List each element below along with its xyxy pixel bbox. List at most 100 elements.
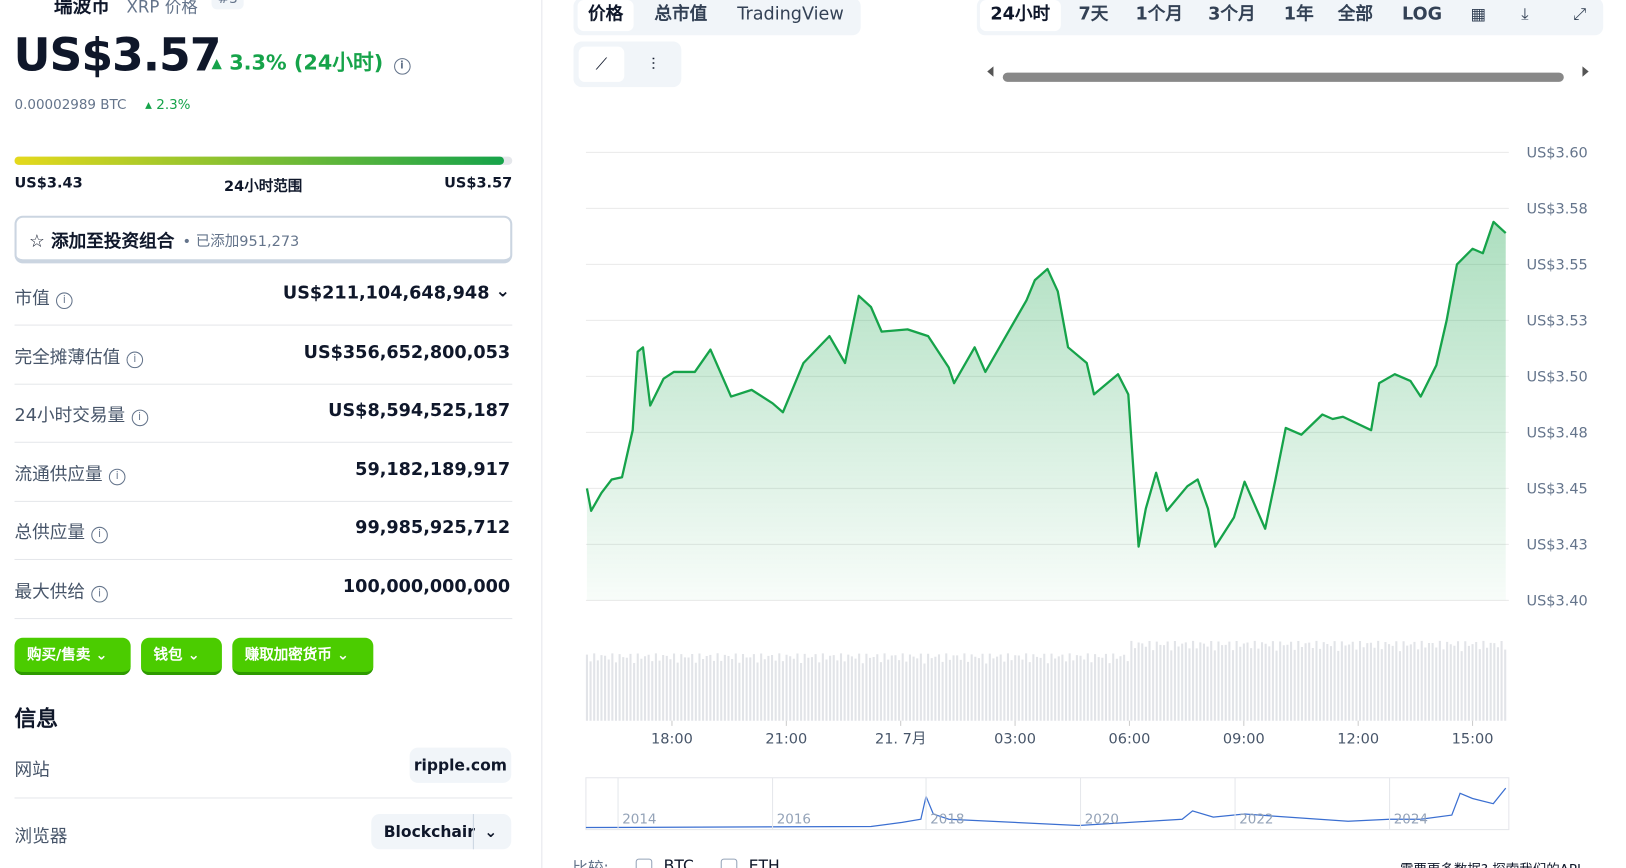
stat-label: 最大供给 i <box>15 576 108 602</box>
range-button[interactable]: 全部 <box>1337 4 1373 25</box>
info-icon: i <box>131 409 148 427</box>
y-tick-label: US$3.53 <box>1526 314 1587 330</box>
range-button[interactable]: 7天 <box>1078 4 1109 25</box>
range-button[interactable]: 3个月 <box>1208 4 1256 25</box>
scrollbar[interactable] <box>1002 72 1564 82</box>
portfolio-text: 添加至投资组合 <box>50 231 175 252</box>
navigator-year: 2014 <box>622 811 656 827</box>
info-icon: i <box>126 351 144 368</box>
x-tick-label: 03:00 <box>994 732 1036 748</box>
earn-label: 赚取加密货币 <box>244 647 332 664</box>
fullscreen-icon[interactable]: ⤢ <box>1573 4 1587 24</box>
stat-row: 24小时交易量 i US$8,594,525,187 <box>14 384 513 443</box>
expand-icon[interactable]: ⌄ <box>495 281 511 302</box>
navigator-year: 2022 <box>1239 811 1273 827</box>
compare-label: 比较: <box>572 858 609 868</box>
price-change: ▴ 3.3% (24小时) i <box>212 46 411 76</box>
navigator-year: 2020 <box>1085 811 1119 827</box>
info-title: 信息 <box>14 706 59 732</box>
explorer-text: Blockchair <box>383 822 475 842</box>
stat-label: 流通供应量 i <box>15 459 126 485</box>
stat-label: 市值 i <box>15 283 73 310</box>
volume-bars <box>585 640 1507 721</box>
portfolio-added-text: 已添加951,273 <box>195 233 300 250</box>
range-button[interactable]: 1年 <box>1283 4 1314 25</box>
chart: US$3.40 US$3.43 US$3.45 US$3.48 US$3.50 US$3.… <box>585 66 1589 831</box>
portfolio-added: • 已添加951,273 <box>182 233 300 250</box>
range-button[interactable]: LOG <box>1402 4 1443 25</box>
y-tick-label: US$3.45 <box>1526 482 1587 498</box>
website-link[interactable]: ripple.com <box>409 747 512 783</box>
rank: #3 <box>211 0 244 10</box>
tab[interactable]: TradingView <box>737 4 844 25</box>
api-link[interactable]: 需要更多数据? 探索我们的API <box>1400 859 1581 868</box>
explorer-label: 浏览器 <box>14 826 68 848</box>
back-arrow[interactable]: ⌃ <box>18 0 35 12</box>
eth-checkbox[interactable] <box>720 858 738 868</box>
navigator-year: 2024 <box>1394 811 1428 827</box>
price: US$3.57 <box>13 29 221 82</box>
btc-change-text: 2.3% <box>156 97 191 114</box>
x-tick-label: 12:00 <box>1337 732 1379 748</box>
navigator-year: 2018 <box>930 811 964 827</box>
range-button[interactable]: 24小时 <box>979 0 1061 32</box>
price-area <box>586 221 1506 601</box>
tab[interactable]: 总市值 <box>654 4 708 25</box>
y-tick-label: US$3.55 <box>1526 258 1587 274</box>
x-tick-label: 06:00 <box>1109 732 1151 748</box>
website-label: 网站 <box>14 760 50 781</box>
calendar-icon[interactable]: ▦ <box>1470 4 1487 24</box>
download-icon[interactable]: ⤓ <box>1521 4 1529 24</box>
x-tick-label: 21:00 <box>765 732 807 748</box>
btc-price: 0.00002989 BTC <box>14 97 127 114</box>
stat-value: 99,985,925,712 <box>355 517 511 539</box>
info-icon: i <box>91 585 108 602</box>
y-tick-label: US$3.58 <box>1526 202 1587 218</box>
range-track <box>14 156 513 165</box>
explorer-select[interactable]: Blockchair ⌄ <box>371 814 512 850</box>
stat-value: 59,182,189,917 <box>355 458 511 480</box>
stat-row: 最大供给 i 100,000,000,000 <box>14 559 513 619</box>
price-change-text: 3.3% (24小时) <box>229 49 384 75</box>
stat-row: 市值 i US$211,104,648,948 ⌄ <box>14 267 513 326</box>
coin-sub: XRP 价格 <box>126 0 198 17</box>
range-tabs <box>976 0 1604 36</box>
btc-change: ▴ 2.3% <box>145 97 191 114</box>
y-tick-label: US$3.60 <box>1526 146 1587 162</box>
x-tick-label: 09:00 <box>1223 732 1265 748</box>
buy-button[interactable]: 购买/售卖 ⌄ <box>14 637 131 676</box>
portfolio-button[interactable]: ☆ 添加至投资组合 • 已添加951,273 <box>14 215 513 264</box>
stat-row: 流通供应量 i 59,182,189,917 <box>14 442 513 502</box>
stat-row: 总供应量 i 99,985,925,712 <box>14 501 513 560</box>
range-label: 24小时范围 <box>223 178 303 195</box>
tab[interactable]: 价格 <box>577 0 634 32</box>
range-button[interactable]: 1个月 <box>1135 4 1184 25</box>
range-high: US$3.57 <box>444 175 513 192</box>
range-fill <box>14 156 504 165</box>
stat-label: 完全摊薄估值 i <box>15 342 144 368</box>
info-icon: i <box>108 468 126 485</box>
x-tick-label: 21. 7月 <box>875 732 926 748</box>
stat-row: 完全摊薄估值 i US$356,652,800,053 <box>14 325 513 385</box>
navigator-frame <box>585 777 1510 831</box>
stat-value: US$8,594,525,187 <box>328 400 511 422</box>
x-tick-label: 15:00 <box>1452 732 1494 748</box>
panel-divider <box>541 0 543 868</box>
stat-label: 24小时交易量 i <box>15 400 148 427</box>
navigator-year: 2016 <box>777 811 811 827</box>
earn-button[interactable]: 赚取加密货币 ⌄ <box>232 637 374 676</box>
wallet-button[interactable]: 钱包 ⌄ <box>141 637 222 676</box>
y-tick-label: US$3.50 <box>1526 370 1587 386</box>
divider <box>14 797 513 799</box>
btc-checkbox[interactable] <box>635 858 653 868</box>
line-style[interactable]: ⟋ <box>578 46 625 82</box>
volume <box>585 640 1507 721</box>
x-tick-label: 18:00 <box>651 732 693 748</box>
portfolio-label: ☆ 添加至投资组合 <box>29 231 175 252</box>
info-icon: i <box>91 526 108 544</box>
y-tick-label: US$3.48 <box>1526 426 1587 442</box>
candle-style[interactable]: ⫶ <box>651 53 656 74</box>
range-low: US$3.43 <box>14 175 83 192</box>
